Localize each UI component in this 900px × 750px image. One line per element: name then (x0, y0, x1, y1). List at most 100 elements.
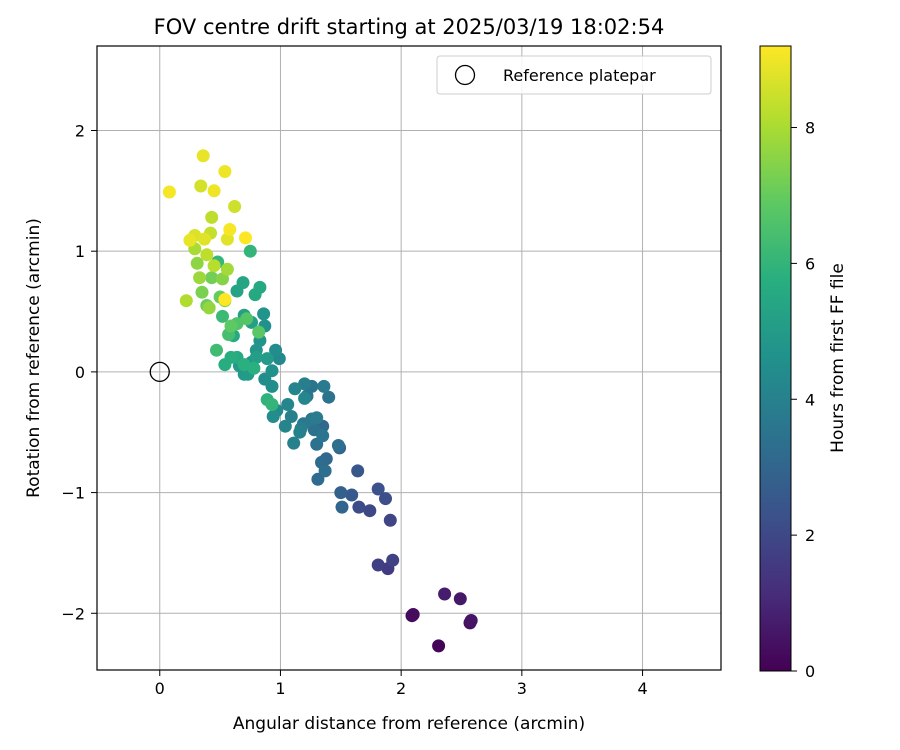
data-point (248, 288, 262, 302)
colorbar-tick-label: 2 (805, 526, 815, 545)
data-point (432, 639, 446, 653)
data-point (293, 425, 307, 439)
data-point (207, 259, 221, 273)
data-point (265, 379, 279, 393)
data-point (278, 419, 292, 433)
data-point (298, 391, 312, 405)
data-point (316, 429, 330, 443)
data-point (281, 398, 295, 411)
colorbar-tick-label: 0 (805, 662, 815, 681)
data-point (453, 592, 467, 606)
data-point (218, 293, 232, 306)
data-point (298, 377, 312, 391)
data-point (202, 301, 216, 315)
colorbar-tick-label: 4 (805, 390, 815, 409)
data-point (331, 439, 345, 452)
data-point (345, 488, 359, 502)
grid-lines (97, 46, 721, 670)
data-point (190, 256, 204, 270)
data-point (317, 379, 331, 393)
data-point (288, 382, 302, 396)
data-point (284, 410, 298, 423)
data-point (223, 223, 237, 236)
data-point (406, 608, 420, 621)
data-point (224, 319, 238, 333)
colorbar-tick-label: 8 (805, 119, 815, 138)
data-point (252, 325, 266, 339)
colorbar-tick-label: 6 (805, 254, 815, 273)
x-axis-label: Angular distance from reference (arcmin) (233, 714, 585, 734)
legend-box (436, 55, 712, 95)
colorbar-label: Hours from first FF file (828, 263, 848, 453)
legend-open-circle-icon (454, 64, 476, 86)
data-point (193, 271, 207, 285)
reference-platepar-point (149, 361, 170, 383)
legend: Reference platepar (436, 55, 712, 95)
data-point (260, 352, 274, 366)
colorbar-gradient (759, 45, 792, 672)
x-tick-label: 2 (396, 679, 406, 698)
data-point (195, 285, 209, 299)
data-point (334, 486, 348, 500)
data-point (371, 482, 385, 496)
data-point (249, 350, 263, 364)
data-point (240, 312, 254, 326)
data-point (265, 364, 279, 378)
y-tick-label: 1 (75, 242, 85, 261)
y-axis-label: Rotation from reference (arcmin) (24, 218, 44, 498)
x-tick-label: 1 (275, 679, 285, 698)
data-point (196, 149, 210, 163)
data-point (243, 244, 257, 258)
data-point (247, 361, 261, 375)
reference-marker (149, 361, 170, 383)
data-point (383, 513, 397, 527)
data-point (318, 464, 332, 478)
data-point (179, 294, 193, 308)
data-point (371, 558, 385, 572)
data-point (216, 272, 229, 286)
data-point (257, 307, 271, 321)
chart-title: FOV centre drift starting at 2025/03/19 … (154, 15, 665, 39)
y-tick-label: 2 (75, 121, 85, 140)
data-point (220, 262, 234, 276)
data-point (218, 358, 232, 372)
y-tick-label: −1 (61, 484, 85, 503)
data-point (197, 232, 211, 246)
data-points (162, 149, 478, 653)
colorbar: 0 2 4 6 8 Hours from first FF file (759, 45, 848, 681)
data-point (352, 500, 366, 514)
data-point (228, 200, 242, 213)
data-point (266, 410, 280, 423)
data-point (335, 500, 349, 514)
data-point (218, 165, 232, 178)
data-point (269, 343, 283, 357)
data-point (205, 210, 219, 224)
data-point (363, 504, 377, 518)
data-point (183, 233, 197, 247)
data-point (236, 276, 250, 290)
y-axis-ticks: −2 −1 0 1 2 (61, 121, 97, 623)
plot-frame (96, 45, 722, 671)
data-point (207, 184, 221, 198)
data-point (322, 390, 336, 404)
data-point (438, 587, 452, 601)
y-tick-label: 0 (75, 363, 85, 382)
data-point (210, 343, 223, 357)
data-point (200, 248, 214, 262)
x-axis-ticks: 0 1 2 3 4 (155, 670, 648, 698)
x-tick-label: 0 (155, 679, 165, 698)
data-point (216, 309, 229, 323)
data-point (287, 436, 301, 450)
x-tick-label: 3 (517, 679, 527, 698)
legend-entry-label: Reference platepar (503, 66, 656, 85)
y-tick-label: −2 (61, 604, 85, 623)
data-point (239, 231, 252, 245)
data-point (205, 271, 219, 285)
x-tick-label: 4 (637, 679, 647, 698)
data-point (162, 185, 176, 199)
data-point (351, 464, 365, 478)
data-point (194, 179, 208, 193)
colorbar-ticks: 0 2 4 6 8 (791, 119, 815, 681)
data-point (464, 614, 478, 627)
